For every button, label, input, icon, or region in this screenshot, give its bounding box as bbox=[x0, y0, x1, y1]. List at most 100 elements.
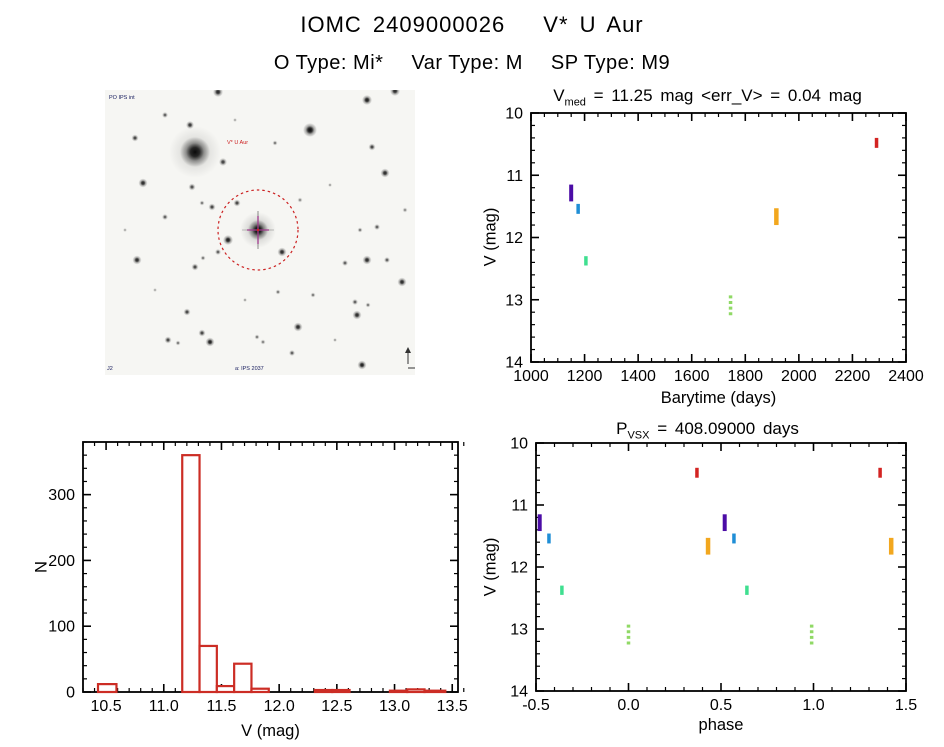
y-tick-label: 0 bbox=[66, 685, 75, 702]
star bbox=[254, 334, 260, 340]
barytime-plot-title: Vmed = 11.25 mag <err_V> = 0.04 mag bbox=[471, 86, 944, 108]
x-tick-label: 1400 bbox=[620, 368, 656, 385]
histogram-xaxis-label: V (mag) bbox=[241, 722, 300, 740]
star bbox=[188, 183, 196, 191]
object-type: O Type: Mi* bbox=[273, 52, 384, 74]
star bbox=[164, 336, 172, 344]
star-name: V* U Aur bbox=[543, 12, 644, 37]
histogram-bar bbox=[331, 688, 351, 694]
y-tick-label: 100 bbox=[48, 619, 75, 636]
star bbox=[390, 90, 400, 96]
corner-label: J2 bbox=[107, 366, 113, 372]
phase-plot-title: PVSX = 408.09000 days bbox=[471, 419, 944, 441]
star bbox=[310, 292, 316, 298]
y-tick-label: 11 bbox=[506, 168, 523, 185]
coordinates-label: a: IPS 2037 bbox=[235, 366, 264, 372]
x-tick-label: 1800 bbox=[727, 368, 763, 385]
star bbox=[162, 214, 168, 220]
star bbox=[219, 158, 227, 166]
star bbox=[132, 255, 142, 265]
star bbox=[333, 338, 337, 342]
source-id: IOMC 2409000026 bbox=[300, 12, 506, 37]
star bbox=[191, 263, 199, 271]
x-tick-label: 1000 bbox=[513, 368, 549, 385]
star bbox=[205, 337, 215, 347]
star bbox=[368, 143, 376, 151]
y-tick-label: 10 bbox=[505, 106, 523, 123]
title-value: = 408.09000 days bbox=[649, 419, 799, 438]
title-subscript: VSX bbox=[627, 429, 650, 442]
x-tick-label: 13.0 bbox=[379, 698, 410, 715]
x-tick-label: 13.5 bbox=[437, 698, 468, 715]
x-tick-label: 11.0 bbox=[149, 698, 179, 715]
y-tick-label: 14 bbox=[505, 355, 523, 372]
phase-plot: -0.5 0.0 0.5 1.0 1.5 10 11 12 13 14 bbox=[510, 436, 917, 715]
x-tick-label: 2000 bbox=[781, 368, 817, 385]
star bbox=[352, 310, 362, 320]
star bbox=[357, 227, 363, 233]
histogram-bar bbox=[423, 689, 447, 694]
histogram-bar bbox=[250, 687, 270, 694]
star bbox=[153, 288, 157, 292]
x-tick-label: 0.5 bbox=[710, 697, 732, 714]
x-tick-label: -0.5 bbox=[522, 697, 550, 714]
barytime-yaxis-label: V (mag) bbox=[481, 207, 500, 267]
star bbox=[362, 95, 372, 105]
x-tick-label: 1.0 bbox=[802, 697, 824, 714]
x-tick-label: 12.0 bbox=[264, 698, 295, 715]
star bbox=[208, 203, 216, 211]
y-tick-label: 12 bbox=[505, 230, 523, 247]
target-name-label: V* U Aur bbox=[227, 140, 248, 146]
survey-label: PO IPS int bbox=[109, 95, 135, 101]
star bbox=[233, 118, 237, 122]
star bbox=[342, 260, 348, 266]
x-tick-label: 12.5 bbox=[321, 698, 352, 715]
target-circle bbox=[217, 189, 299, 271]
x-tick-label: 1200 bbox=[567, 368, 603, 385]
histogram-bar bbox=[198, 644, 218, 694]
page-title: IOMC 2409000026 V* U Aur bbox=[0, 12, 944, 38]
star bbox=[243, 298, 247, 302]
star bbox=[162, 112, 168, 118]
star bbox=[175, 340, 181, 346]
y-tick-label: 300 bbox=[48, 487, 75, 504]
target-crosshair-icon bbox=[247, 216, 269, 244]
histogram-plot: 10.5 11.0 11.5 12.0 12.5 13.0 13.5 0 100 200 300 bbox=[48, 441, 468, 715]
y-tick-label: 11 bbox=[511, 498, 528, 515]
x-tick-label: 2200 bbox=[835, 368, 871, 385]
finding-chart-image: PO IPS int V* U Aur a: IPS 2037 J2 bbox=[105, 90, 415, 375]
star bbox=[223, 235, 233, 245]
star bbox=[260, 339, 266, 345]
star bbox=[272, 140, 278, 146]
star bbox=[380, 168, 390, 178]
histogram-bar bbox=[181, 454, 201, 694]
histogram-bar bbox=[215, 684, 236, 694]
title-symbol: V bbox=[553, 86, 565, 105]
star bbox=[199, 200, 205, 206]
star bbox=[277, 247, 287, 257]
variability-type: Var Type: M bbox=[411, 52, 523, 74]
star bbox=[357, 360, 367, 370]
star bbox=[328, 183, 332, 187]
star bbox=[138, 178, 148, 188]
spectral-type: SP Type: M9 bbox=[550, 52, 671, 74]
star bbox=[365, 302, 371, 308]
histogram-bar bbox=[233, 662, 253, 694]
star bbox=[289, 350, 295, 356]
barytime-plot: 1000 1200 1400 1600 1800 2000 2200 2400 10 11 12 13… bbox=[505, 106, 924, 386]
title-value: = 11.25 mag <err_V> = 0.04 mag bbox=[585, 86, 862, 105]
x-tick-label: 11.5 bbox=[206, 698, 236, 715]
star bbox=[384, 257, 390, 263]
x-tick-label: 1600 bbox=[674, 368, 710, 385]
y-tick-label: 14 bbox=[510, 684, 528, 701]
star bbox=[293, 322, 303, 332]
x-tick-label: 1.5 bbox=[895, 697, 917, 714]
star bbox=[215, 249, 221, 255]
x-tick-label: 10.5 bbox=[91, 698, 122, 715]
barytime-xaxis-label: Barytime (days) bbox=[660, 389, 777, 407]
star bbox=[233, 199, 241, 207]
y-tick-label: 13 bbox=[505, 292, 523, 309]
star bbox=[297, 197, 303, 203]
